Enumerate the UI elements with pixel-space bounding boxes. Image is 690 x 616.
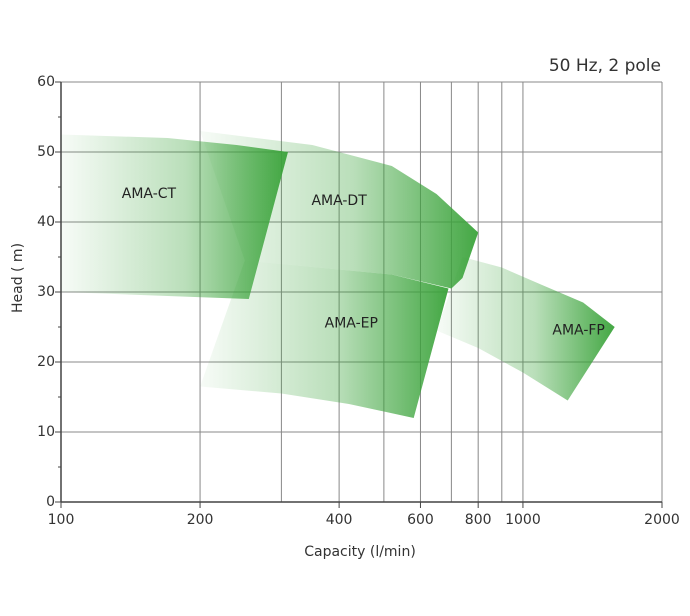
region-label-ama-ep: AMA-EP bbox=[325, 316, 378, 332]
y-tick-label: 60 bbox=[37, 74, 55, 90]
region-label-ama-ct: AMA-CT bbox=[122, 186, 177, 202]
chart-subtitle: 50 Hz, 2 pole bbox=[549, 56, 661, 76]
axes bbox=[55, 81, 663, 508]
x-tick-label: 200 bbox=[187, 512, 214, 528]
x-tick-label: 100 bbox=[48, 512, 75, 528]
x-tick-label: 600 bbox=[407, 512, 434, 528]
region-labels: AMA-CT AMA-DT AMA-EP AMA-FP bbox=[122, 186, 605, 339]
region-ama-ep bbox=[200, 260, 449, 418]
y-tick-label: 50 bbox=[37, 144, 55, 160]
x-tick-label: 800 bbox=[465, 512, 492, 528]
region-ama-fp bbox=[436, 257, 615, 401]
x-axis-title: Capacity (l/min) bbox=[304, 544, 416, 560]
region-ama-dt bbox=[200, 131, 479, 289]
y-tick-label: 30 bbox=[37, 284, 55, 300]
tick-labels: 0 10 20 30 40 50 60 100 200 400 600 800 1000 2000 bbox=[37, 74, 680, 528]
y-tick-label: 10 bbox=[37, 424, 55, 440]
region-label-ama-dt: AMA-DT bbox=[311, 193, 367, 209]
x-tick-label: 2000 bbox=[644, 512, 680, 528]
y-tick-label: 0 bbox=[46, 494, 55, 510]
region-label-ama-fp: AMA-FP bbox=[552, 323, 604, 339]
x-tick-label: 1000 bbox=[505, 512, 541, 528]
y-axis-title: Head ( m) bbox=[10, 243, 26, 313]
y-tick-label: 40 bbox=[37, 214, 55, 230]
x-tick-label: 400 bbox=[326, 512, 353, 528]
regions bbox=[61, 131, 615, 418]
y-tick-label: 20 bbox=[37, 354, 55, 370]
